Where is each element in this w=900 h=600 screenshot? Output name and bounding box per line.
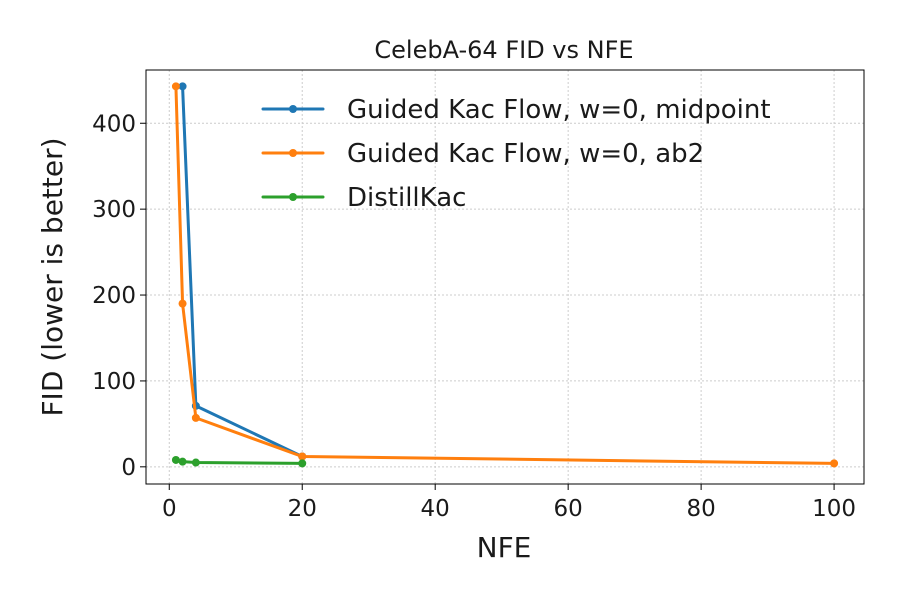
legend-entry-midpoint: Guided Kac Flow, w=0, midpoint xyxy=(261,95,771,125)
x-tick-label: 80 xyxy=(686,496,715,522)
y-tick-label: 300 xyxy=(92,197,136,223)
chart-title: CelebA-64 FID vs NFE xyxy=(374,36,633,64)
y-tick-label: 400 xyxy=(92,111,136,137)
y-axis-title: FID (lower is better) xyxy=(36,137,69,416)
y-tick-label: 200 xyxy=(92,283,136,309)
data-point-ab2 xyxy=(171,82,180,91)
x-tick-label: 0 xyxy=(162,496,177,522)
data-point-midpoint xyxy=(178,82,187,91)
x-tick-label: 40 xyxy=(421,496,450,522)
x-axis-ticks: 0 20 40 60 80 100 xyxy=(162,484,856,522)
data-point-distillkac xyxy=(171,455,180,464)
data-point-ab2 xyxy=(191,413,200,422)
data-point-distillkac xyxy=(178,457,187,466)
x-axis-title: NFE xyxy=(477,531,532,564)
legend-label-ab2: Guided Kac Flow, w=0, ab2 xyxy=(347,139,704,169)
grid xyxy=(146,70,864,484)
data-point-ab2 xyxy=(178,299,187,308)
series-layer xyxy=(171,82,839,468)
data-point-ab2 xyxy=(298,452,307,461)
series-distillkac xyxy=(171,455,307,468)
legend-entry-ab2: Guided Kac Flow, w=0, ab2 xyxy=(261,139,704,169)
x-tick-label: 100 xyxy=(812,496,856,522)
x-tick-label: 20 xyxy=(288,496,317,522)
x-tick-label: 60 xyxy=(554,496,583,522)
legend-label-distillkac: DistillKac xyxy=(347,183,466,213)
plot-frame xyxy=(145,69,865,485)
data-point-distillkac xyxy=(191,458,200,467)
data-point-distillkac xyxy=(298,459,307,468)
y-axis-ticks: 0 100 200 300 400 xyxy=(92,111,146,481)
y-tick-label: 0 xyxy=(121,455,136,481)
legend-marker-distillkac xyxy=(289,193,297,201)
y-tick-label: 100 xyxy=(92,369,136,395)
legend: Guided Kac Flow, w=0, midpoint Guided Ka… xyxy=(261,95,771,213)
legend-entry-distillkac: DistillKac xyxy=(261,183,466,213)
series-ab2 xyxy=(171,82,839,468)
legend-marker-ab2 xyxy=(289,149,297,157)
legend-label-midpoint: Guided Kac Flow, w=0, midpoint xyxy=(347,95,771,125)
data-point-ab2 xyxy=(830,459,839,468)
legend-marker-midpoint xyxy=(289,105,297,113)
